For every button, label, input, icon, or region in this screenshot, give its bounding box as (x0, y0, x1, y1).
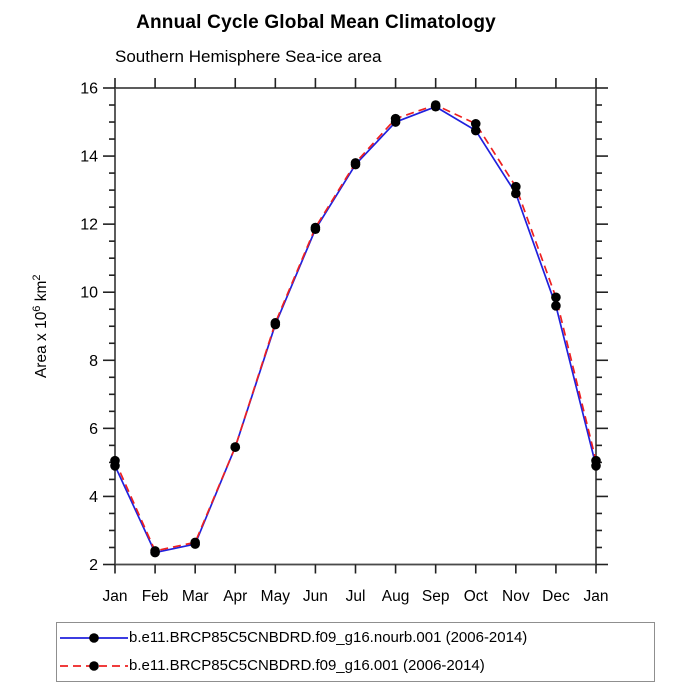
x-axis-label: Jul (346, 588, 366, 605)
legend-item-nourb: b.e11.BRCP85C5CNBDRD.f09_g16.nourb.001 (… (59, 626, 654, 650)
y-tick-label: 16 (80, 81, 98, 98)
y-tick-label: 2 (89, 557, 98, 574)
x-axis-label: May (261, 588, 291, 605)
y-tick-label: 12 (80, 217, 98, 234)
legend-line-sample-dashed-icon (60, 661, 128, 671)
series-line-0 (114, 105, 597, 554)
data-point-s1 (511, 181, 521, 192)
data-point-s1 (390, 113, 401, 124)
x-axis-label: Sep (422, 588, 450, 605)
data-point-s0 (551, 301, 561, 311)
y-tick-label: 4 (89, 489, 98, 506)
x-axis-label: Oct (464, 588, 489, 605)
y-tick-label: 14 (80, 149, 98, 166)
data-point-s1 (230, 442, 241, 452)
x-axis-label: Jan (103, 588, 128, 605)
x-axis-label: Nov (502, 588, 530, 605)
data-point-s1 (310, 222, 321, 233)
x-axis-label: Mar (182, 588, 209, 605)
legend: b.e11.BRCP85C5CNBDRD.f09_g16.nourb.001 (… (56, 622, 655, 682)
y-tick-label: 6 (89, 421, 98, 438)
data-point-s1 (350, 158, 361, 168)
legend-label-nourb: b.e11.BRCP85C5CNBDRD.f09_g16.nourb.001 (… (129, 629, 528, 646)
data-point-s0 (470, 125, 481, 136)
chart-title: Annual Cycle Global Mean Climatology (136, 12, 496, 33)
legend-marker-dot (89, 661, 99, 671)
y-axis-title: Area x 106 km2 (31, 274, 50, 378)
x-axis-label: Jan (584, 588, 609, 605)
x-axis-label: Aug (382, 588, 410, 605)
data-point-s1 (110, 455, 120, 466)
data-point-s1 (150, 546, 160, 556)
data-point-s1 (591, 455, 601, 466)
data-point-s1 (551, 292, 561, 303)
data-point-s1 (430, 100, 441, 110)
data-point-s1 (190, 537, 200, 548)
legend-label-base: b.e11.BRCP85C5CNBDRD.f09_g16.001 (2006-2… (129, 657, 485, 674)
data-point-s1 (270, 318, 281, 328)
legend-item-base: b.e11.BRCP85C5CNBDRD.f09_g16.001 (2006-2… (59, 654, 654, 678)
x-axis-label: Jun (303, 588, 328, 605)
legend-line-sample-solid-icon (60, 633, 128, 643)
y-tick-label: 10 (80, 285, 98, 302)
x-axis-label: Apr (223, 588, 247, 605)
chart-subtitle: Southern Hemisphere Sea-ice area (115, 47, 382, 66)
data-point-s0 (511, 188, 521, 199)
y-tick-label: 8 (89, 353, 98, 370)
legend-marker-dot (89, 633, 99, 643)
x-axis-label: Feb (142, 588, 169, 605)
data-point-s1 (470, 118, 481, 129)
x-axis-label: Dec (542, 588, 570, 605)
series-line-1 (114, 104, 597, 552)
